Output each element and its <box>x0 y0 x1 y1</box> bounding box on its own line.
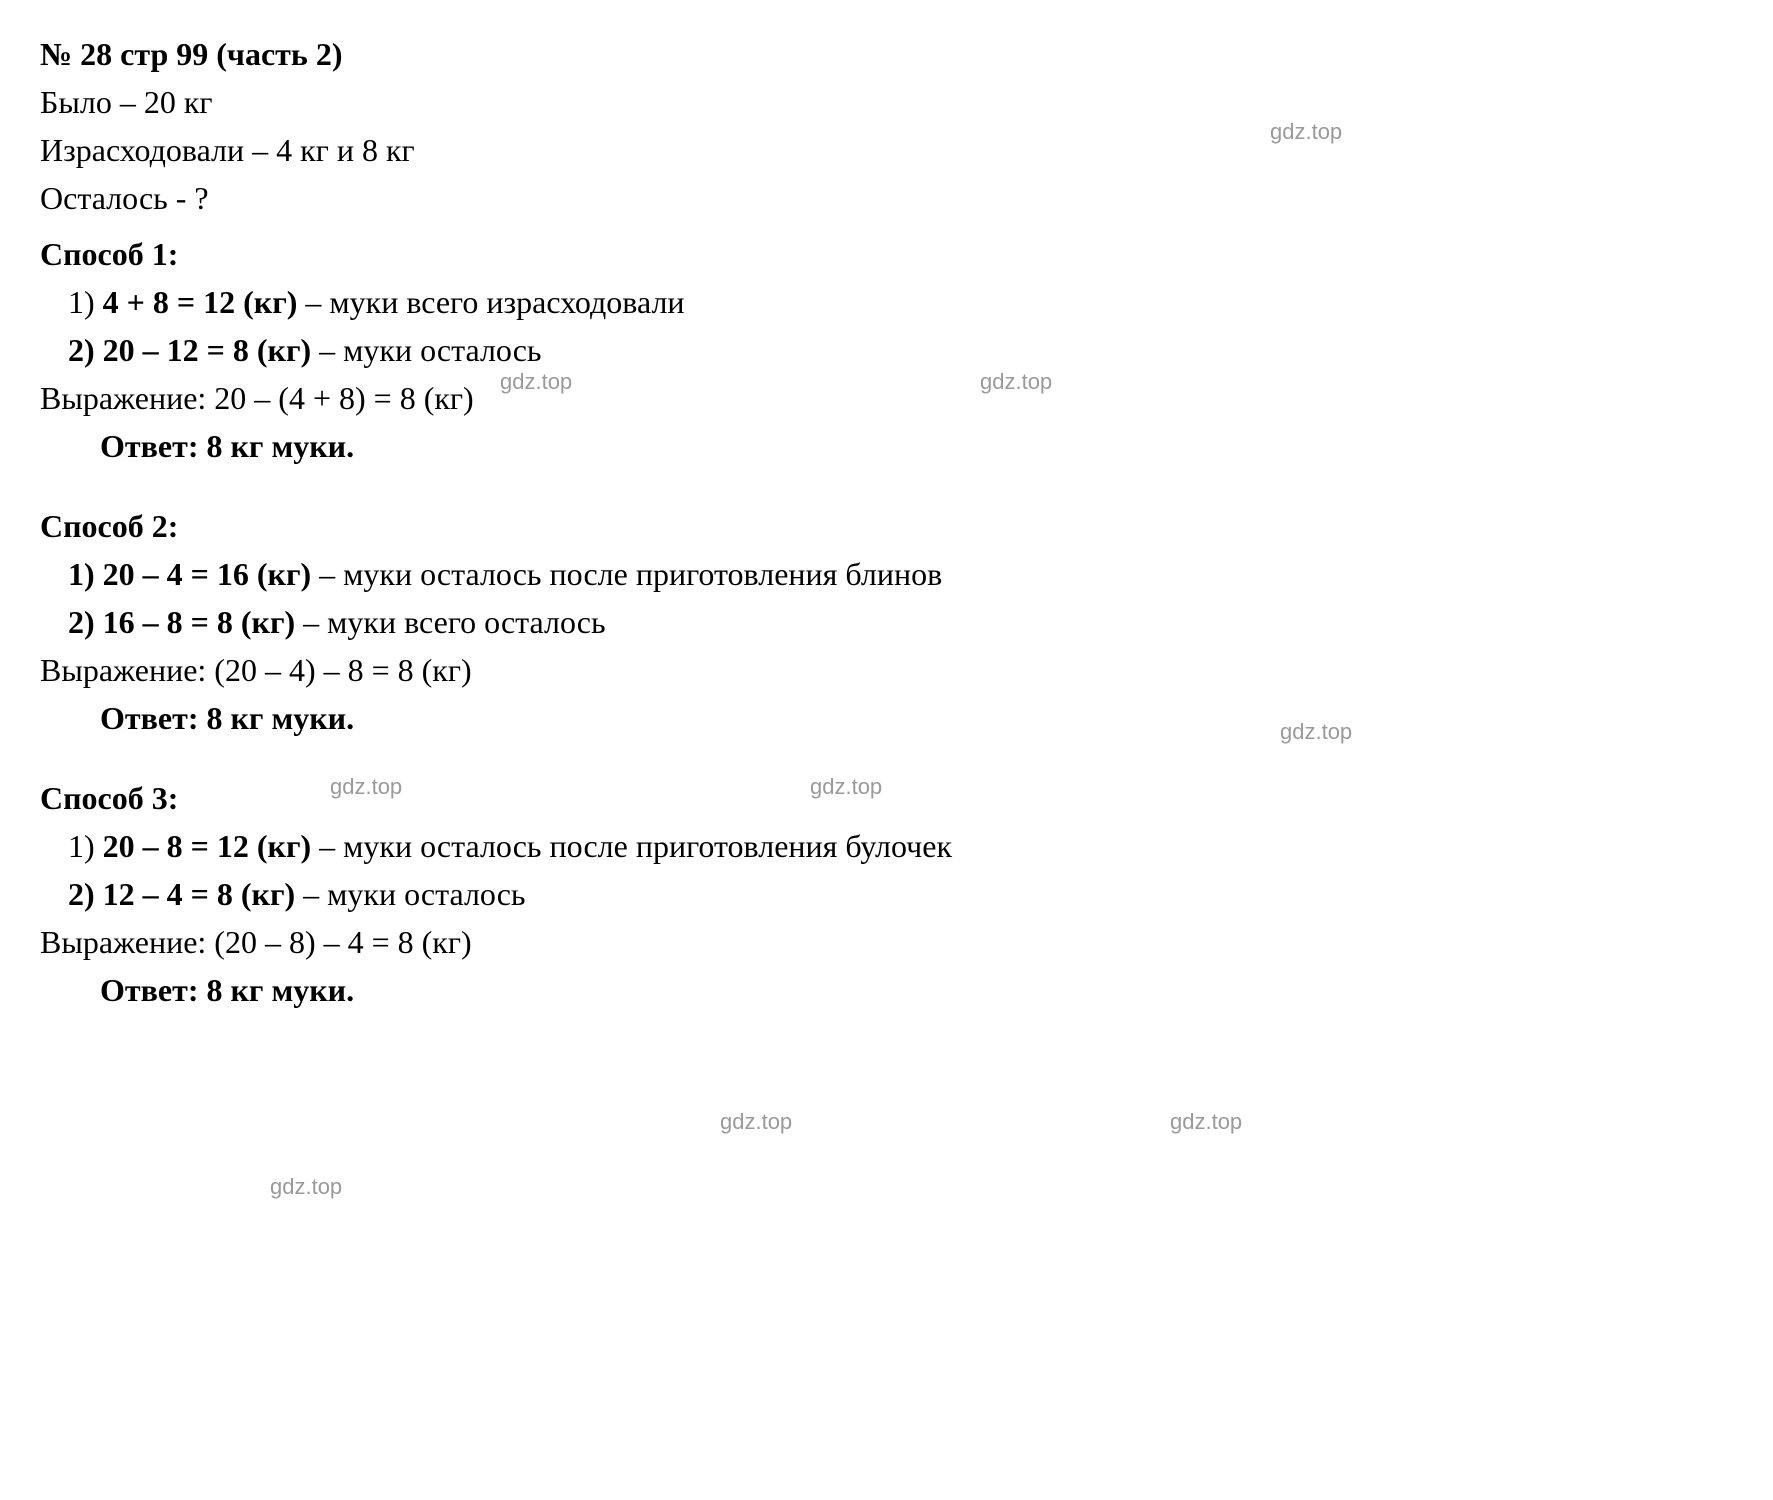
watermark-9: gdz.top <box>270 1170 342 1203</box>
step-number: 2) <box>68 876 95 912</box>
method3-answer: Ответ: 8 кг муки. <box>40 966 1733 1014</box>
step-text: – муки осталось после приготовления було… <box>311 828 952 864</box>
step-number: 1) <box>68 828 95 864</box>
step-text: – муки всего израсходовали <box>297 284 684 320</box>
step-text: – муки осталось <box>311 332 541 368</box>
document-container: gdz.top gdz.top gdz.top gdz.top gdz.top … <box>40 30 1733 1014</box>
given-line-2: Израсходовали – 4 кг и 8 кг <box>40 126 1733 174</box>
method2-answer: Ответ: 8 кг муки. <box>40 694 1733 742</box>
method3-step1: 1) 20 – 8 = 12 (кг) – муки осталось посл… <box>40 822 1733 870</box>
step-number: 1) <box>68 284 95 320</box>
method3-expression: Выражение: (20 – 8) – 4 = 8 (кг) <box>40 918 1733 966</box>
step-calc: 12 – 4 = 8 (кг) <box>103 876 296 912</box>
step-calc: 20 – 12 = 8 (кг) <box>103 332 312 368</box>
step-text: – муки осталось <box>295 876 525 912</box>
step-calc: 20 – 8 = 12 (кг) <box>103 828 312 864</box>
step-text: – муки всего осталось <box>295 604 605 640</box>
step-calc: 20 – 4 = 16 (кг) <box>103 556 312 592</box>
method1-expression: Выражение: 20 – (4 + 8) = 8 (кг) <box>40 374 1733 422</box>
method2-expression: Выражение: (20 – 4) – 8 = 8 (кг) <box>40 646 1733 694</box>
method1-answer: Ответ: 8 кг муки. <box>40 422 1733 470</box>
step-text: – муки осталось после приготовления блин… <box>311 556 942 592</box>
step-number: 1) <box>68 556 95 592</box>
method3-step2: 2) 12 – 4 = 8 (кг) – муки осталось <box>40 870 1733 918</box>
method2-step1: 1) 20 – 4 = 16 (кг) – муки осталось посл… <box>40 550 1733 598</box>
problem-heading: № 28 стр 99 (часть 2) <box>40 30 1733 78</box>
method3-label: Способ 3: <box>40 774 1733 822</box>
method1-label: Способ 1: <box>40 230 1733 278</box>
method2-step2: 2) 16 – 8 = 8 (кг) – муки всего осталось <box>40 598 1733 646</box>
step-calc: 16 – 8 = 8 (кг) <box>103 604 296 640</box>
method1-step1: 1) 4 + 8 = 12 (кг) – муки всего израсход… <box>40 278 1733 326</box>
watermark-8: gdz.top <box>1170 1105 1242 1138</box>
method1-step2: 2) 20 – 12 = 8 (кг) – муки осталось <box>40 326 1733 374</box>
step-number: 2) <box>68 604 95 640</box>
gap-2 <box>40 742 1733 766</box>
step-number: 2) <box>68 332 95 368</box>
step-calc: 4 + 8 = 12 (кг) <box>103 284 298 320</box>
method2-label: Способ 2: <box>40 502 1733 550</box>
given-line-1: Было – 20 кг <box>40 78 1733 126</box>
gap-1 <box>40 470 1733 494</box>
given-line-3: Осталось - ? <box>40 174 1733 222</box>
watermark-7: gdz.top <box>720 1105 792 1138</box>
